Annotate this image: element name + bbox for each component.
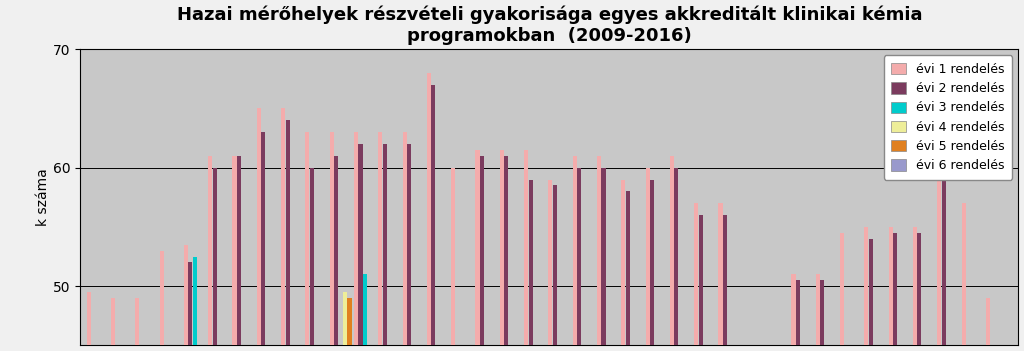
Bar xyxy=(343,292,347,345)
Bar xyxy=(670,156,674,345)
Bar xyxy=(257,108,261,345)
Bar xyxy=(378,132,382,345)
Bar xyxy=(452,168,456,345)
Bar xyxy=(723,215,727,345)
Bar xyxy=(358,144,362,345)
Bar xyxy=(626,191,630,345)
Bar xyxy=(427,73,431,345)
Bar xyxy=(87,292,91,345)
Legend: évi 1 rendelés, évi 2 rendelés, évi 3 rendelés, évi 4 rendelés, évi 5 rendelés, : évi 1 rendelés, évi 2 rendelés, évi 3 re… xyxy=(884,55,1012,180)
Bar xyxy=(820,280,824,345)
Bar xyxy=(622,180,626,345)
Bar xyxy=(305,132,309,345)
Bar xyxy=(719,203,723,345)
Bar xyxy=(650,180,654,345)
Bar xyxy=(347,298,351,345)
Bar xyxy=(572,156,577,345)
Bar xyxy=(281,108,285,345)
Bar xyxy=(524,150,528,345)
Bar xyxy=(160,251,164,345)
Bar xyxy=(942,168,946,345)
Bar xyxy=(893,233,897,345)
Bar xyxy=(184,245,188,345)
Bar xyxy=(330,132,334,345)
Bar xyxy=(208,156,212,345)
Bar xyxy=(840,233,844,345)
Title: Hazai mérőhelyek részvételi gyakorisága egyes akkreditált klinikai kémia
program: Hazai mérőhelyek részvételi gyakorisága … xyxy=(177,6,923,45)
Bar xyxy=(792,274,796,345)
Bar xyxy=(645,168,649,345)
Bar xyxy=(261,132,265,345)
Bar xyxy=(694,203,698,345)
Bar xyxy=(407,144,411,345)
Bar xyxy=(675,168,679,345)
Bar xyxy=(362,274,367,345)
Bar xyxy=(578,168,582,345)
Bar xyxy=(383,144,387,345)
Bar xyxy=(431,85,435,345)
Bar xyxy=(889,227,893,345)
Bar xyxy=(475,150,479,345)
Bar xyxy=(528,180,532,345)
Bar xyxy=(213,168,217,345)
Y-axis label: k száma: k száma xyxy=(36,168,50,226)
Bar xyxy=(918,233,922,345)
Bar xyxy=(354,132,358,345)
Bar xyxy=(480,156,484,345)
Bar xyxy=(135,298,139,345)
Bar xyxy=(237,156,241,345)
Bar xyxy=(553,185,557,345)
Bar xyxy=(549,180,553,345)
Bar xyxy=(937,144,941,345)
Bar xyxy=(232,156,237,345)
Bar xyxy=(601,168,605,345)
Bar xyxy=(597,156,601,345)
Bar xyxy=(913,227,918,345)
Bar xyxy=(334,156,338,345)
Bar xyxy=(868,239,872,345)
Bar xyxy=(504,156,508,345)
Bar xyxy=(816,274,820,345)
Bar xyxy=(864,227,868,345)
Bar xyxy=(111,298,115,345)
Bar xyxy=(698,215,702,345)
Bar xyxy=(310,168,314,345)
Bar xyxy=(962,203,966,345)
Bar xyxy=(402,132,407,345)
Bar xyxy=(986,298,990,345)
Bar xyxy=(500,150,504,345)
Bar xyxy=(796,280,800,345)
Bar xyxy=(188,263,193,345)
Bar xyxy=(193,257,197,345)
Bar xyxy=(286,120,290,345)
